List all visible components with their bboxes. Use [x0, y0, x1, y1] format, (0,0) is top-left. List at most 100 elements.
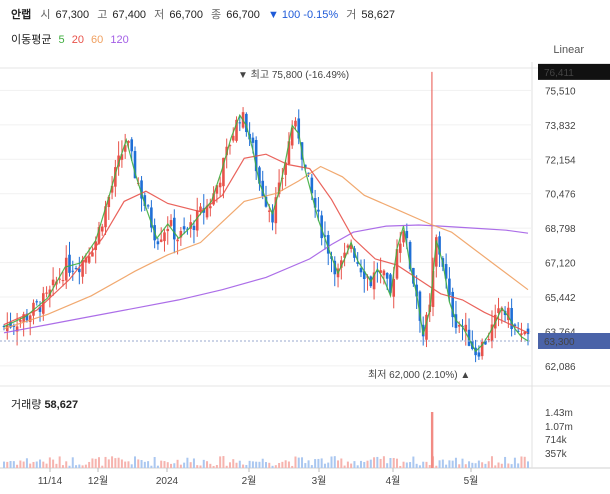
- volume-bar: [304, 463, 307, 468]
- volume-bar: [422, 461, 425, 468]
- volume-bar: [192, 458, 195, 468]
- candle-body: [251, 137, 255, 143]
- volume-bar: [114, 458, 117, 468]
- volume-bar: [140, 460, 143, 468]
- candles: [2, 71, 530, 363]
- candle-body: [205, 205, 209, 218]
- candle-body: [114, 167, 117, 187]
- volume-bar: [454, 457, 457, 468]
- volume-bar: [68, 465, 71, 468]
- candle-body: [19, 319, 22, 322]
- candle-body: [513, 324, 517, 327]
- volume-bar: [32, 461, 35, 468]
- volume-bar: [265, 462, 267, 468]
- volume-bar: [346, 461, 349, 468]
- candle-body: [186, 228, 189, 230]
- x-tick-label: 5월: [464, 475, 479, 487]
- candle-body: [97, 227, 101, 244]
- last-tag-label: 63,300: [544, 337, 575, 348]
- candle-body: [307, 172, 310, 174]
- volume-value: 58,627: [361, 9, 396, 21]
- volume-bar: [405, 462, 408, 468]
- candle-body: [520, 333, 523, 335]
- candle-body: [22, 314, 25, 323]
- volume-bar: [58, 456, 61, 468]
- volume-bar: [274, 465, 277, 468]
- volume-bar: [222, 456, 225, 468]
- volume-bar: [228, 462, 231, 468]
- candle-body: [497, 308, 500, 314]
- candle-body: [179, 230, 183, 238]
- volume-bar: [468, 461, 471, 468]
- volume-panel-label: 거래량 58,627: [11, 396, 78, 412]
- candle-body: [231, 135, 235, 141]
- candle-body: [516, 330, 520, 332]
- volume-bar: [382, 456, 385, 468]
- volume-bar: [120, 459, 123, 468]
- min-annotation: 최저 62,000 (2.10%) ▲: [368, 369, 470, 381]
- volume-bar: [160, 460, 163, 468]
- candle-body: [438, 236, 441, 255]
- candle-body: [25, 313, 29, 321]
- volume-bar: [166, 462, 169, 468]
- volume-tick-label: 1.07m: [545, 422, 573, 433]
- volume-bar: [52, 459, 55, 468]
- volume-bar: [461, 458, 464, 468]
- volume-bar: [376, 456, 379, 468]
- volume-bar: [25, 458, 28, 468]
- candle-body: [297, 118, 301, 139]
- volume-bar: [458, 464, 461, 468]
- volume-bar: [94, 458, 97, 468]
- candle-body: [51, 279, 55, 286]
- volume-bar: [6, 461, 9, 468]
- volume-bar: [507, 463, 510, 468]
- volume-bar: [441, 459, 444, 468]
- volume-bars: [3, 412, 529, 468]
- candle-body: [166, 228, 170, 232]
- low-value: 66,700: [169, 9, 203, 21]
- volume-bar: [327, 462, 330, 468]
- volume-bar: [428, 465, 431, 468]
- volume-bar: [179, 464, 182, 468]
- volume-bar: [107, 459, 110, 468]
- volume-bar: [392, 457, 395, 468]
- volume-bar: [402, 461, 405, 468]
- candle-body: [74, 268, 78, 270]
- candle-body: [189, 222, 192, 229]
- ma-legend[interactable]: 이동평균 5 20 60 120: [11, 31, 133, 47]
- volume-bar: [494, 465, 497, 468]
- volume-bar: [510, 464, 513, 468]
- candle-body: [127, 140, 130, 143]
- candle-body: [130, 139, 134, 152]
- high-label: 고: [97, 9, 108, 21]
- volume-bar: [399, 465, 402, 468]
- volume-axis: 1.43m 1.07m 714k 357k: [545, 408, 573, 460]
- candle-body: [484, 340, 487, 345]
- candle-body: [304, 164, 307, 168]
- volume-bar: [379, 458, 382, 468]
- volume-bar: [35, 461, 38, 468]
- volume-bar: [418, 465, 421, 468]
- candle-body: [64, 257, 68, 281]
- volume-bar: [464, 464, 467, 468]
- candle-body: [264, 196, 268, 207]
- y-tick-label: 72,154: [545, 155, 576, 166]
- candle-body: [71, 270, 75, 272]
- volume-bar: [415, 463, 418, 468]
- volume-bar: [88, 461, 91, 468]
- volume-bar: [330, 456, 333, 468]
- candle-body: [523, 331, 527, 335]
- volume-bar: [363, 461, 366, 468]
- ma-legend-label: 이동평균: [11, 34, 52, 46]
- candle-body: [38, 306, 42, 312]
- volume-bar: [258, 461, 261, 468]
- volume-bar: [268, 462, 271, 468]
- volume-bar: [127, 461, 130, 468]
- volume-bar: [111, 456, 114, 468]
- candle-body: [477, 352, 481, 357]
- candle-body: [140, 180, 143, 199]
- volume-bar: [366, 460, 369, 468]
- scale-toggle-button[interactable]: Linear: [553, 44, 584, 56]
- candle-body: [215, 185, 219, 194]
